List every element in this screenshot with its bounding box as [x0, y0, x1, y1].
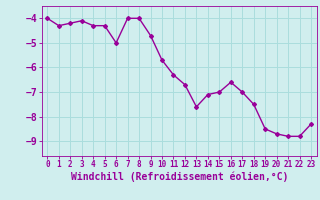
- X-axis label: Windchill (Refroidissement éolien,°C): Windchill (Refroidissement éolien,°C): [70, 172, 288, 182]
